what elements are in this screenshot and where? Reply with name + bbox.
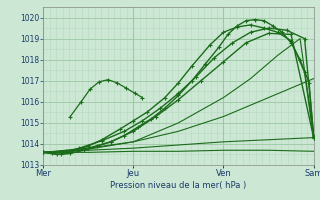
X-axis label: Pression niveau de la mer( hPa ): Pression niveau de la mer( hPa ) — [110, 181, 246, 190]
